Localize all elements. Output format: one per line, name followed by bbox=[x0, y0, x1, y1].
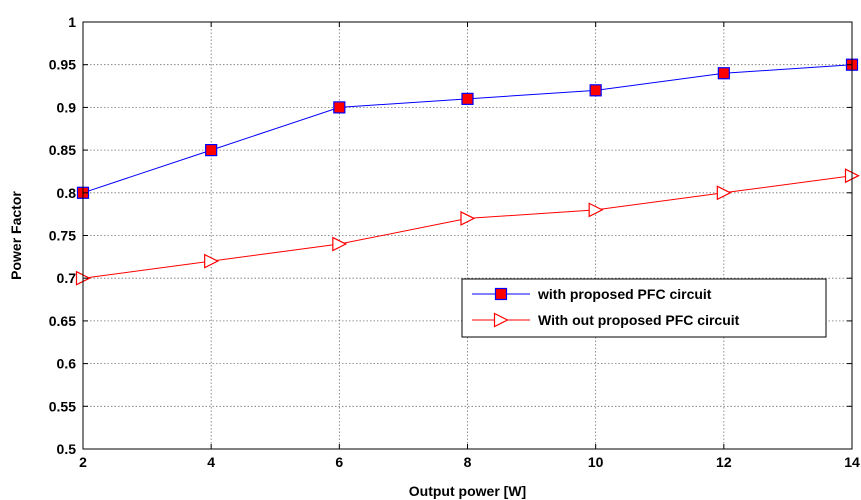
series-1-point bbox=[589, 84, 602, 97]
legend-label: with proposed PFC circuit bbox=[537, 286, 712, 302]
legend-box bbox=[461, 278, 827, 338]
legend-marker bbox=[493, 312, 509, 328]
y-tick-label: 0.65 bbox=[49, 313, 76, 329]
y-tick-label: 1 bbox=[68, 14, 76, 30]
y-tick-label: 0.85 bbox=[49, 142, 76, 158]
y-tick-label: 0.95 bbox=[49, 57, 76, 73]
grid-lines bbox=[83, 22, 852, 449]
y-tick-label: 0.5 bbox=[57, 441, 77, 457]
legend-marker bbox=[494, 287, 508, 301]
x-axis-title: Output power [W] bbox=[409, 483, 526, 499]
y-tick-label: 0.8 bbox=[57, 185, 77, 201]
series-1-point bbox=[717, 67, 730, 80]
x-tick-label: 14 bbox=[844, 454, 860, 470]
y-tick-label: 0.55 bbox=[49, 398, 76, 414]
series-2-point bbox=[204, 253, 220, 269]
series-2-point bbox=[588, 202, 604, 218]
y-tick-label: 0.75 bbox=[49, 228, 76, 244]
y-axis-title: Power Factor bbox=[8, 191, 24, 280]
x-tick-label: 2 bbox=[79, 454, 87, 470]
series-2-point bbox=[716, 185, 732, 201]
legend: with proposed PFC circuit With out propos… bbox=[461, 278, 827, 338]
x-tick-label: 10 bbox=[588, 454, 604, 470]
series-1-point bbox=[205, 144, 218, 157]
y-tick-label: 0.6 bbox=[57, 356, 77, 372]
legend-entry-2: With out proposed PFC circuit bbox=[472, 312, 740, 328]
y-tick-label: 0.7 bbox=[57, 270, 77, 286]
series-2-point bbox=[332, 236, 348, 252]
x-tick-label: 6 bbox=[335, 454, 343, 470]
series-2-point bbox=[460, 210, 476, 226]
legend-entry-1: with proposed PFC circuit bbox=[472, 286, 712, 302]
x-tick-label: 12 bbox=[716, 454, 732, 470]
series-1-point bbox=[461, 92, 474, 105]
series-1-point bbox=[333, 101, 346, 114]
y-tick-label: 0.9 bbox=[57, 99, 77, 115]
legend-label: With out proposed PFC circuit bbox=[538, 312, 740, 328]
x-tick-label: 4 bbox=[207, 454, 215, 470]
axis-ticks: 2 4 6 8 10 12 14 0.5 0.55 0.6 0.65 0.7 0.75 0.8 0.85 0.… bbox=[49, 14, 860, 470]
x-tick-label: 8 bbox=[464, 454, 472, 470]
